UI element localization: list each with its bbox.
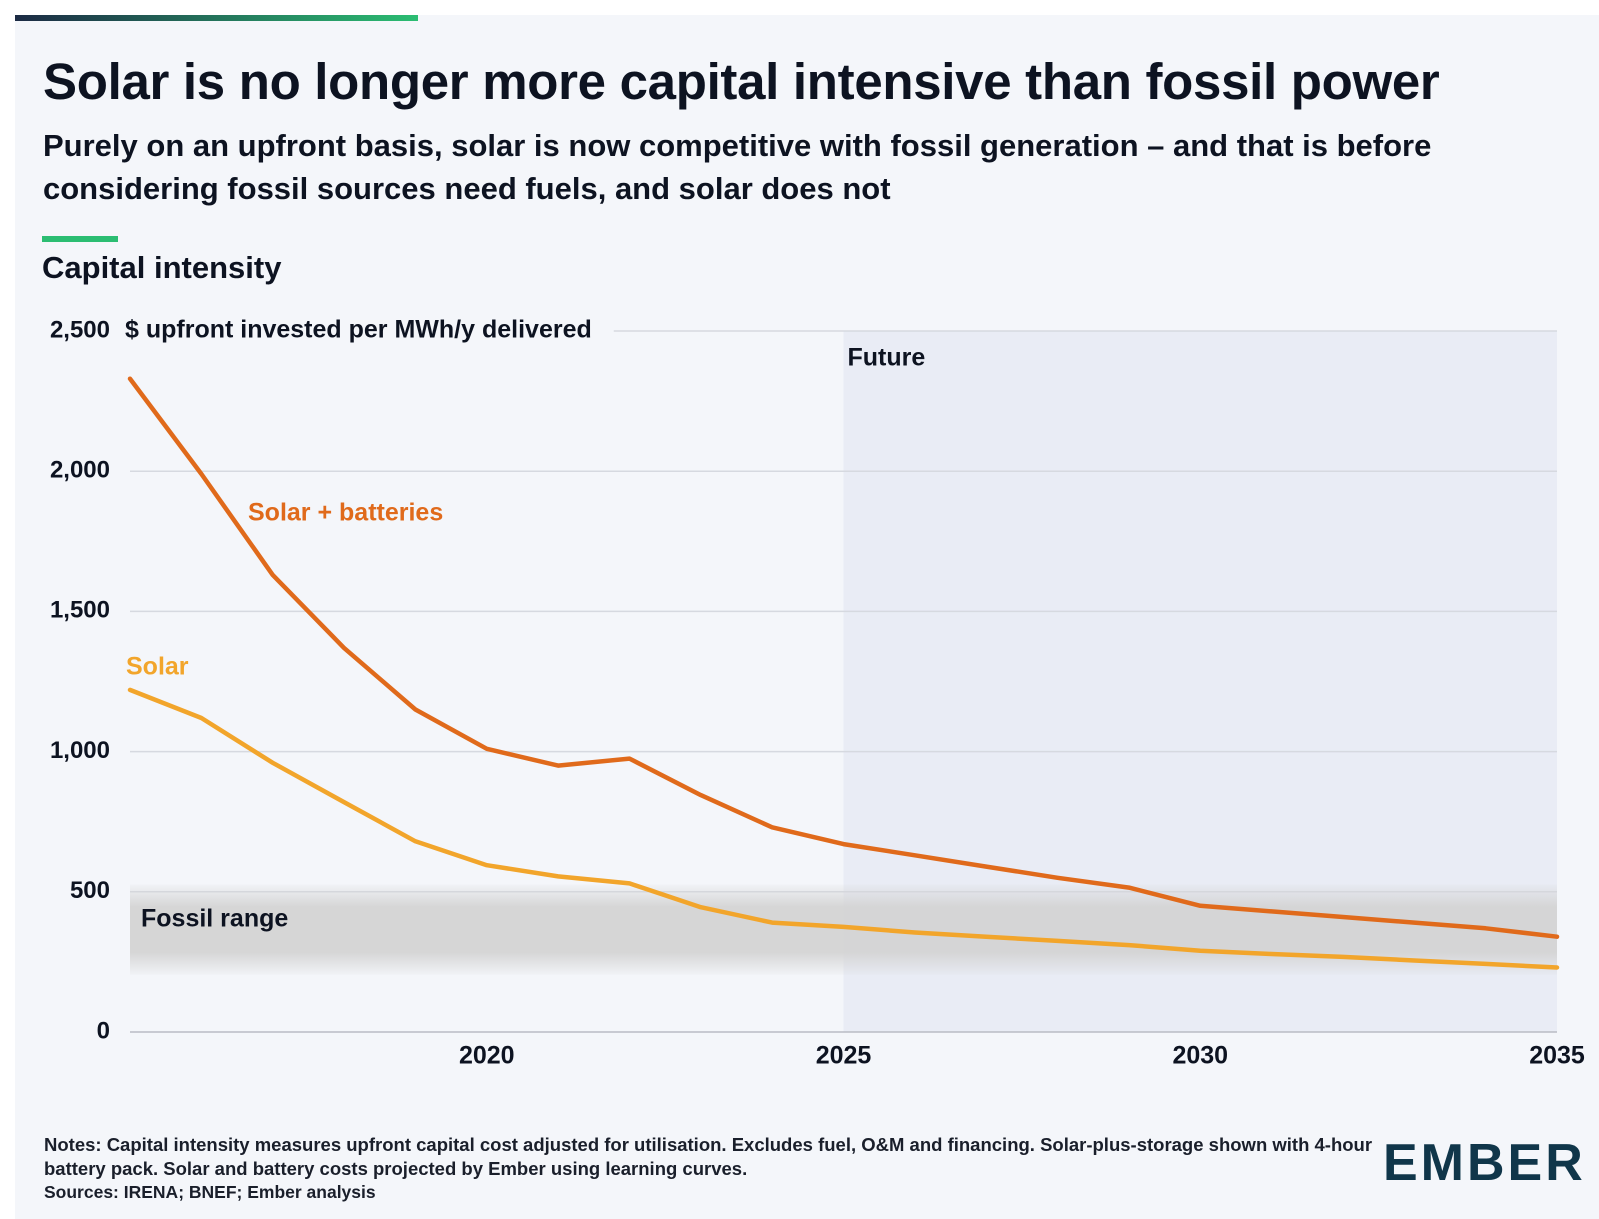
y-tick-label: 2,500 [50, 316, 110, 343]
y-axis-label: $ upfront invested per MWh/y delivered [125, 316, 592, 344]
y-tick-label: 1,500 [50, 597, 110, 624]
series-line [127, 687, 1560, 970]
chart-title: Solar is no longer more capital intensiv… [43, 53, 1440, 110]
y-tick-label: 0 [97, 1017, 110, 1044]
x-tick-label: 2020 [459, 1042, 515, 1070]
sources: Sources: IRENA; BNEF; Ember analysis [44, 1182, 376, 1202]
x-tick-label: 2035 [1529, 1042, 1585, 1070]
series-label: Solar + batteries [248, 499, 443, 527]
series-line [127, 376, 1560, 939]
fossil-range-band [130, 884, 1557, 975]
chart-heading: Capital intensity [42, 250, 282, 285]
y-tick-label: 2,000 [50, 457, 110, 484]
chart-subtitle: Purely on an upfront basis, solar is now… [43, 128, 1432, 206]
fossil-range-label: Fossil range [141, 905, 288, 933]
notes: Notes: Capital intensity measures upfron… [44, 1134, 1373, 1179]
future-label: Future [848, 344, 926, 372]
brand-logo: EMBER [1383, 1134, 1586, 1192]
y-tick-label: 500 [70, 877, 110, 904]
accent-bar [42, 236, 118, 242]
series-label: Solar [126, 653, 189, 681]
top-bar [15, 15, 418, 21]
y-tick-label: 1,000 [50, 737, 110, 764]
x-tick-label: 2030 [1172, 1042, 1228, 1070]
x-tick-label: 2025 [816, 1042, 872, 1070]
